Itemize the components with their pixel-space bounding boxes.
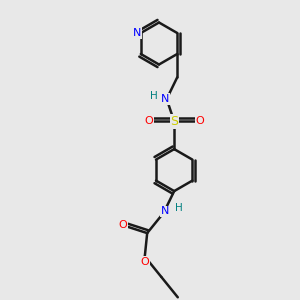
Text: H: H bbox=[150, 91, 158, 101]
Text: N: N bbox=[133, 28, 141, 38]
Text: N: N bbox=[161, 206, 170, 216]
Text: S: S bbox=[170, 115, 178, 128]
Text: O: O bbox=[140, 256, 149, 267]
Text: O: O bbox=[195, 116, 204, 127]
Text: O: O bbox=[144, 116, 153, 127]
Text: N: N bbox=[161, 94, 170, 104]
Text: O: O bbox=[118, 220, 127, 230]
Text: H: H bbox=[175, 203, 183, 213]
